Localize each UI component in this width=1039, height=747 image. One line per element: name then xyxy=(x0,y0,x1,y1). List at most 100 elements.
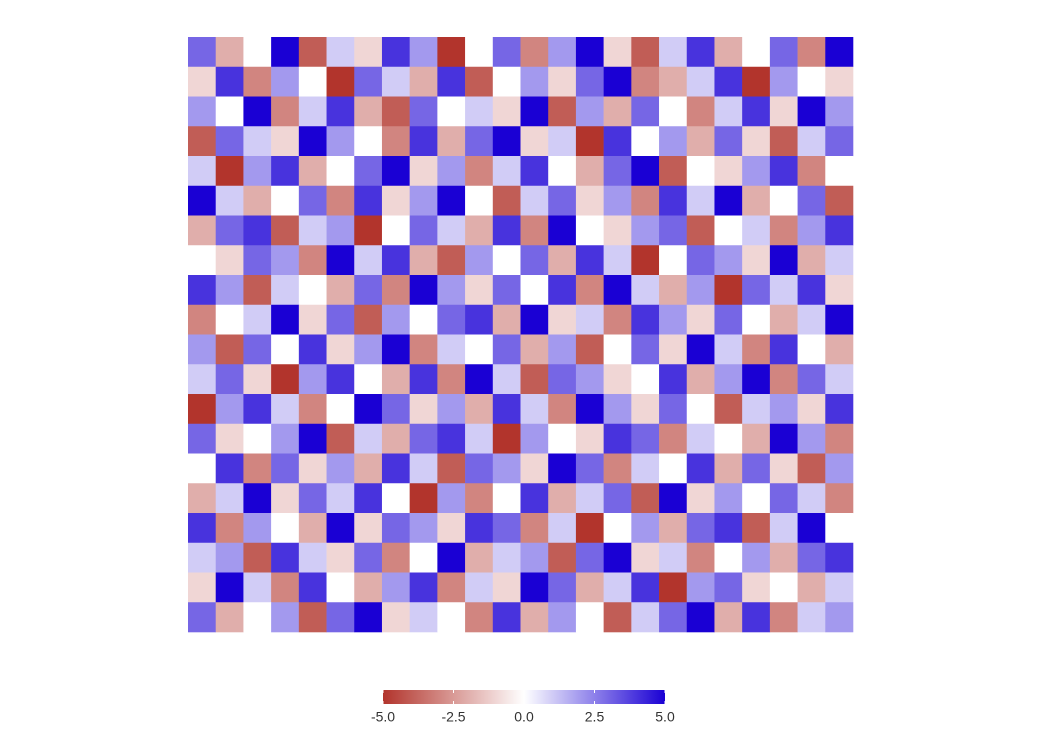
heatmap-cell xyxy=(465,126,494,157)
heatmap-cell xyxy=(575,275,604,306)
heatmap-cell xyxy=(437,572,466,603)
heatmap-cell xyxy=(409,215,438,246)
heatmap-cell xyxy=(326,423,355,454)
heatmap-cell xyxy=(271,572,300,603)
heatmap-cell xyxy=(215,66,244,97)
heatmap-cell xyxy=(825,394,854,425)
heatmap-cell xyxy=(381,423,410,454)
heatmap-cell xyxy=(714,156,743,187)
colorbar-tick-label: 5.0 xyxy=(655,708,675,724)
heatmap-cell xyxy=(271,542,300,573)
heatmap-cell xyxy=(492,513,521,544)
heatmap-cell xyxy=(326,394,355,425)
heatmap-cell xyxy=(465,364,494,395)
heatmap-cell xyxy=(548,215,577,246)
heatmap-cell xyxy=(686,364,715,395)
heatmap-cell xyxy=(243,572,272,603)
heatmap-cell xyxy=(354,66,383,97)
heatmap-cell xyxy=(714,483,743,514)
heatmap-cell xyxy=(825,423,854,454)
heatmap-cell xyxy=(215,37,244,68)
heatmap-cell xyxy=(603,602,632,633)
heatmap-cell xyxy=(437,304,466,335)
heatmap-cell xyxy=(631,364,660,395)
heatmap-cell xyxy=(548,304,577,335)
heatmap-cell xyxy=(603,185,632,216)
heatmap-cell xyxy=(437,275,466,306)
heatmap-cell xyxy=(631,156,660,187)
heatmap-cell xyxy=(714,423,743,454)
heatmap-cell xyxy=(492,215,521,246)
heatmap-cell xyxy=(215,96,244,127)
heatmap-cell xyxy=(492,275,521,306)
heatmap-cell xyxy=(659,453,688,484)
heatmap-cell xyxy=(243,542,272,573)
heatmap-cell xyxy=(381,275,410,306)
heatmap-cell xyxy=(354,334,383,365)
heatmap-cell xyxy=(603,334,632,365)
heatmap-cell xyxy=(797,572,826,603)
heatmap-cell xyxy=(243,513,272,544)
heatmap-cell xyxy=(492,126,521,157)
heatmap-cell xyxy=(797,126,826,157)
heatmap-cell xyxy=(188,215,217,246)
heatmap-cell xyxy=(243,245,272,276)
heatmap-cell xyxy=(714,572,743,603)
colorbar-tick-label: 2.5 xyxy=(585,708,605,724)
heatmap-cell xyxy=(188,423,217,454)
heatmap-cell xyxy=(769,572,798,603)
heatmap-cell xyxy=(465,37,494,68)
heatmap-cell xyxy=(603,215,632,246)
heatmap-cell xyxy=(326,304,355,335)
heatmap-cell xyxy=(603,66,632,97)
heatmap-cell xyxy=(686,304,715,335)
heatmap-cell xyxy=(243,185,272,216)
heatmap-cell xyxy=(354,453,383,484)
heatmap-cell xyxy=(215,304,244,335)
heatmap-cell xyxy=(631,304,660,335)
heatmap-cell xyxy=(714,37,743,68)
heatmap-cell xyxy=(520,304,549,335)
heatmap-cell xyxy=(492,334,521,365)
heatmap-cell xyxy=(215,394,244,425)
heatmap-cell xyxy=(188,126,217,157)
heatmap-cell xyxy=(659,185,688,216)
heatmap-cell xyxy=(243,334,272,365)
colorbar-tick-label: -5.0 xyxy=(371,708,395,724)
heatmap-cell xyxy=(215,542,244,573)
heatmap-cell xyxy=(215,334,244,365)
heatmap-cell xyxy=(437,66,466,97)
heatmap-cell xyxy=(465,275,494,306)
heatmap-cell xyxy=(326,453,355,484)
heatmap-cell xyxy=(354,364,383,395)
heatmap-cell xyxy=(492,394,521,425)
heatmap-cell xyxy=(243,215,272,246)
heatmap-cell xyxy=(465,304,494,335)
heatmap-cell xyxy=(243,156,272,187)
heatmap-cell xyxy=(797,304,826,335)
heatmap-cell xyxy=(575,304,604,335)
heatmap-cell xyxy=(381,542,410,573)
heatmap-cell xyxy=(354,37,383,68)
heatmap-cell xyxy=(548,572,577,603)
heatmap-cell xyxy=(326,602,355,633)
heatmap-cell xyxy=(825,304,854,335)
heatmap-cell xyxy=(603,37,632,68)
heatmap-cell xyxy=(825,37,854,68)
heatmap-cell xyxy=(548,126,577,157)
heatmap-cell xyxy=(714,513,743,544)
heatmap-cell xyxy=(243,37,272,68)
heatmap-cell xyxy=(769,215,798,246)
heatmap-cell xyxy=(659,215,688,246)
heatmap-cell xyxy=(769,156,798,187)
heatmap-cell xyxy=(520,542,549,573)
heatmap-cell xyxy=(298,453,327,484)
heatmap-cell xyxy=(215,602,244,633)
heatmap-cell xyxy=(797,275,826,306)
heatmap-cell xyxy=(381,394,410,425)
heatmap-cell xyxy=(520,513,549,544)
heatmap-cell xyxy=(659,364,688,395)
heatmap-cell xyxy=(769,364,798,395)
heatmap-cell xyxy=(409,364,438,395)
